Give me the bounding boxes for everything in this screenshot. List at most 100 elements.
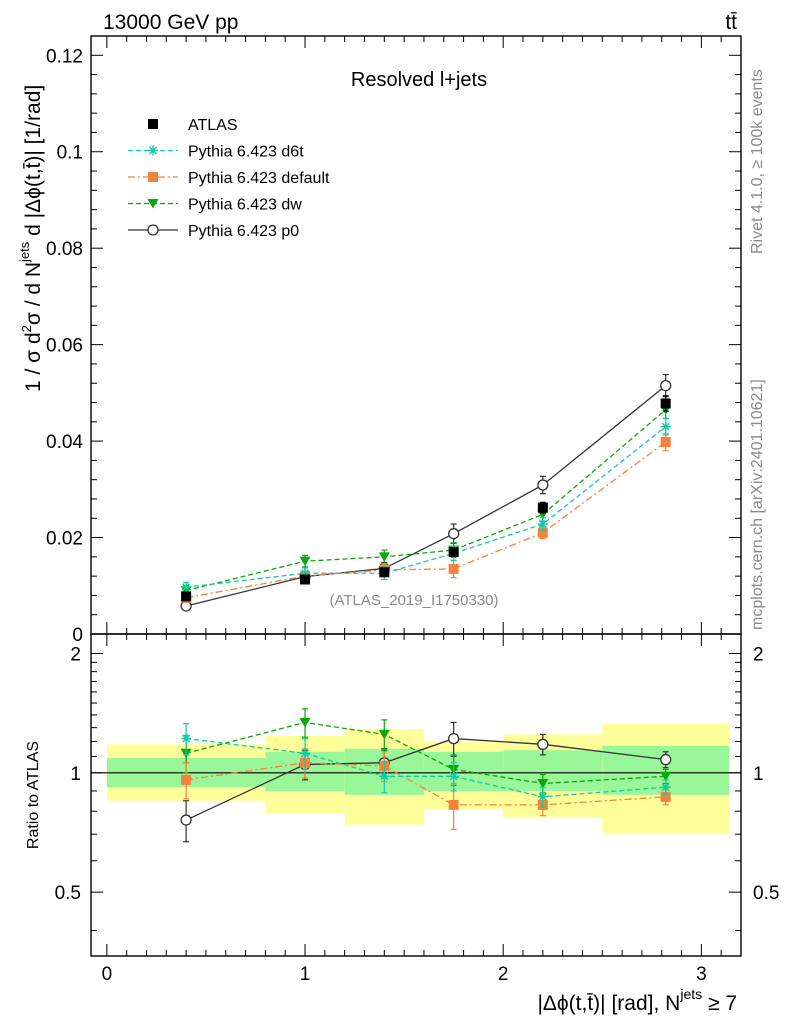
main-point bbox=[537, 502, 548, 513]
legend: ATLAS Pythia 6.423 d6t Pythia 6.423 defaul… bbox=[128, 117, 330, 240]
legend-item-pythia-6-423-p0: Pythia 6.423 p0 bbox=[128, 223, 299, 240]
ratio-point bbox=[537, 778, 549, 789]
main-point bbox=[660, 398, 671, 409]
legend-label: Pythia 6.423 default bbox=[188, 170, 330, 187]
main-y-axis-label: 1 / σ d2σ / d Njets d |Δϕ(t,t̄)| [1/rad] bbox=[17, 85, 45, 392]
ratio-point bbox=[299, 717, 311, 728]
ratio-y-axis-label: Ratio to ATLAS bbox=[25, 741, 42, 849]
main-point bbox=[448, 563, 459, 574]
main-point bbox=[181, 582, 192, 593]
ratio-y-tick-label: 1 bbox=[70, 764, 81, 785]
main-point bbox=[379, 567, 390, 578]
legend-item-pythia-6-423-default: Pythia 6.423 default bbox=[128, 170, 330, 187]
main-series-atlas bbox=[181, 395, 671, 602]
main-x-ticks bbox=[106, 36, 722, 634]
ratio-point bbox=[537, 791, 548, 802]
main-point bbox=[299, 556, 311, 567]
main-line-pythia-6-423-d6t bbox=[186, 426, 667, 588]
legend-label: Pythia 6.423 p0 bbox=[188, 223, 299, 240]
ratio-point bbox=[378, 729, 390, 740]
ratio-point bbox=[181, 774, 192, 785]
main-series-pythia-6-423-d6t bbox=[181, 417, 671, 593]
rivet-label: Rivet 4.1.0, ≥ 100k events bbox=[749, 69, 766, 254]
legend-item-pythia-6-423-dw: Pythia 6.423 dw bbox=[128, 197, 302, 214]
ratio-line-pythia-6-423-p0 bbox=[185, 737, 666, 821]
ratio-y-ticks: 0.5 0.5 1 1 2 2 0 1 2 3 bbox=[55, 634, 779, 985]
main-series-pythia-6-423-p0 bbox=[180, 373, 672, 612]
ratio-point bbox=[660, 791, 671, 802]
legend-label: Pythia 6.423 dw bbox=[188, 197, 302, 214]
main-point bbox=[378, 552, 390, 562]
legend-marker bbox=[147, 199, 159, 209]
main-point bbox=[537, 519, 548, 530]
main-line-pythia-6-423-p0 bbox=[185, 385, 667, 607]
ratio-plot-frame bbox=[90, 633, 742, 957]
analysis-id: (ATLAS_2019_I1750330) bbox=[329, 592, 498, 609]
chart-title: Resolved l+jets bbox=[351, 69, 487, 91]
main-y-ticks: 0 0.02 0.04 0.06 0.08 0.1 0.12 bbox=[46, 46, 741, 646]
legend-item-atlas: ATLAS bbox=[148, 117, 238, 134]
ratio-point bbox=[537, 738, 549, 750]
main-point bbox=[660, 437, 671, 448]
main-line-pythia-6-423-default bbox=[186, 441, 667, 599]
ratio-band-inner bbox=[503, 750, 603, 791]
main-series-pythia-6-423-dw bbox=[180, 400, 672, 597]
x-tick-label: 2 bbox=[498, 964, 509, 985]
legend-marker bbox=[147, 224, 159, 236]
ratio-y-tick-label-right: 2 bbox=[753, 645, 764, 666]
legend-marker bbox=[148, 119, 158, 129]
main-y-tick-label: 0.02 bbox=[46, 529, 83, 550]
legend-marker bbox=[148, 172, 158, 182]
main-point bbox=[660, 421, 671, 432]
ratio-y-tick-label: 2 bbox=[70, 645, 81, 666]
ratio-line-pythia-6-423-dw bbox=[185, 721, 666, 785]
ratio-point bbox=[181, 733, 192, 744]
ratio-point bbox=[660, 782, 671, 793]
ratio-point bbox=[660, 771, 672, 782]
ratio-plot-panel: 0.5 0.5 1 1 2 2 0 1 2 3 Ratio to ATLAS |Δϕ(t,t̄)|… bbox=[25, 633, 779, 1015]
main-y-tick-label: 0 bbox=[72, 625, 83, 646]
main-plot-panel: 0 0.02 0.04 0.06 0.08 0.1 0.12 Resolved l+jets… bbox=[17, 35, 742, 646]
main-y-tick-label: 0.06 bbox=[46, 336, 83, 357]
main-series-pythia-6-423-default bbox=[181, 432, 671, 603]
legend-marker bbox=[148, 145, 158, 156]
main-point bbox=[537, 479, 549, 491]
ratio-y-tick-label-right: 0.5 bbox=[753, 883, 779, 904]
x-axis-label: |Δϕ(t,t̄)| [rad], Njets ≥ 7 bbox=[537, 986, 737, 1015]
main-point bbox=[537, 527, 548, 538]
main-y-tick-label: 0.08 bbox=[46, 239, 83, 260]
x-tick-label: 0 bbox=[102, 964, 113, 985]
ratio-series-group bbox=[180, 708, 672, 843]
ratio-y-tick-label: 0.5 bbox=[55, 883, 81, 904]
main-series-group bbox=[180, 373, 672, 612]
main-y-tick-label: 0.12 bbox=[46, 46, 83, 67]
legend-label: ATLAS bbox=[188, 117, 238, 134]
main-y-tick-label: 0.1 bbox=[57, 143, 83, 164]
process-label: tt̄ bbox=[725, 11, 737, 34]
main-point bbox=[660, 379, 672, 392]
mcplots-label: mcplots.cern.ch [arXiv:2401.10621] bbox=[749, 379, 766, 630]
energy-label: 13000 GeV pp bbox=[103, 11, 238, 34]
ratio-point bbox=[300, 748, 311, 759]
main-point bbox=[181, 591, 192, 602]
main-point bbox=[300, 574, 311, 585]
ratio-point bbox=[379, 771, 390, 782]
ratio-point bbox=[180, 814, 192, 826]
x-tick-label: 1 bbox=[300, 964, 311, 985]
main-y-tick-label: 0.04 bbox=[46, 432, 83, 453]
legend-item-pythia-6-423-d6t: Pythia 6.423 d6t bbox=[128, 144, 304, 161]
main-point bbox=[448, 547, 459, 558]
legend-label: Pythia 6.423 d6t bbox=[188, 144, 304, 161]
ratio-series-pythia-6-423-d6t bbox=[181, 723, 671, 808]
ratio-point bbox=[448, 799, 459, 810]
main-point bbox=[448, 528, 460, 540]
x-tick-label: 3 bbox=[696, 964, 707, 985]
ratio-line-pythia-6-423-default bbox=[186, 762, 666, 806]
ratio-y-tick-label-right: 1 bbox=[753, 764, 764, 785]
ratio-line-pythia-6-423-d6t bbox=[186, 737, 666, 798]
ratio-point bbox=[660, 753, 672, 766]
ratio-point bbox=[448, 732, 460, 745]
main-line-pythia-6-423-dw bbox=[185, 409, 667, 592]
ratio-point bbox=[448, 771, 459, 782]
